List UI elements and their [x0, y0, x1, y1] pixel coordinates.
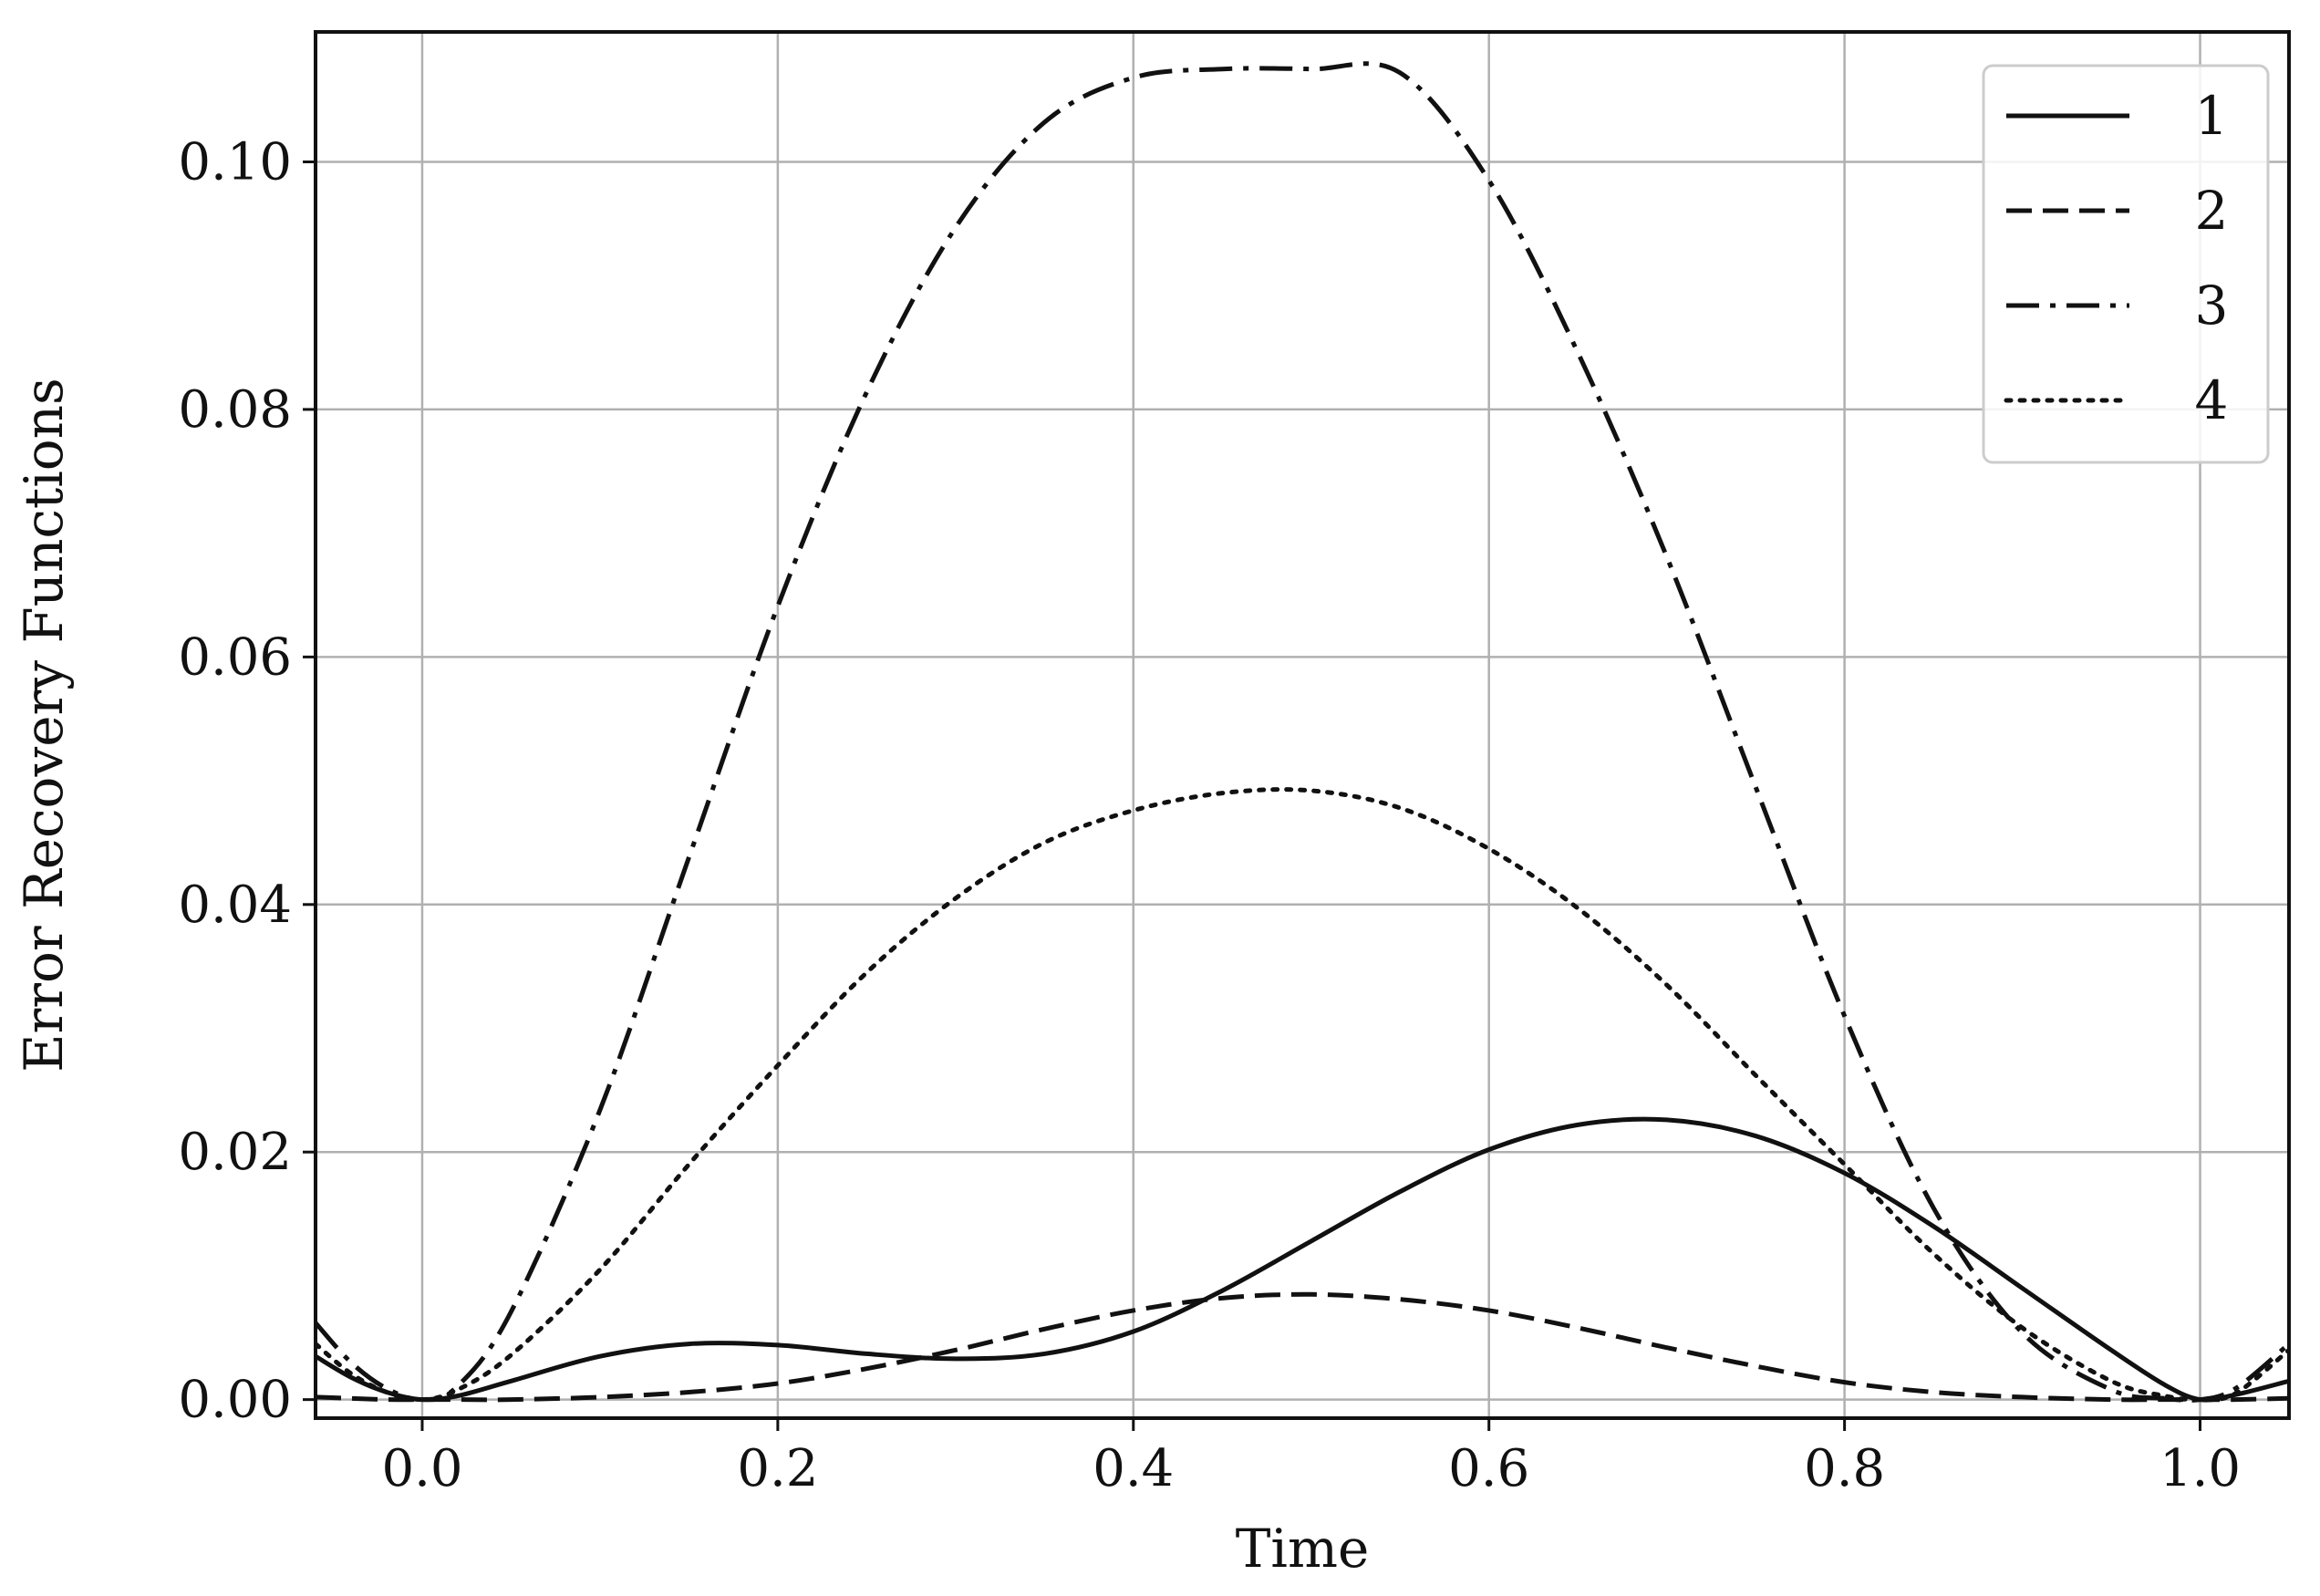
axis-ticks: 0.0 0.2 0.4 0.6 0.8 1.0 0.00 0.02 0.04 0.06 0.08 0.… — [178, 133, 2241, 1499]
series-line-3 — [316, 61, 2289, 1403]
series-line-2 — [316, 1291, 2289, 1403]
series-line-4 — [316, 787, 2289, 1403]
x-tick-label: 0.4 — [1093, 1439, 1174, 1498]
series-group — [316, 61, 2289, 1403]
series-line-1 — [316, 1116, 2289, 1403]
x-tick-label: 1.0 — [2159, 1439, 2241, 1498]
y-axis-title: Error Recovery Functions — [13, 378, 75, 1073]
legend: 1 2 3 4 — [1982, 64, 2270, 464]
legend-label-2: 2 — [2195, 180, 2229, 242]
x-tick-label: 0.2 — [737, 1439, 818, 1498]
y-tick-label: 0.08 — [178, 380, 292, 440]
legend-label-1: 1 — [2195, 85, 2229, 147]
x-tick-label: 0.0 — [381, 1439, 462, 1498]
y-tick-label: 0.04 — [178, 876, 292, 935]
x-axis-title: Time — [1236, 1518, 1370, 1580]
legend-label-3: 3 — [2195, 275, 2229, 337]
plot-frame — [314, 30, 2291, 1420]
y-tick-label: 0.02 — [178, 1123, 292, 1182]
x-tick-label: 0.6 — [1448, 1439, 1529, 1498]
legend-box — [1982, 64, 2270, 464]
grid — [316, 32, 2289, 1418]
y-tick-label: 0.06 — [178, 627, 292, 687]
y-tick-label: 0.10 — [178, 133, 292, 192]
x-tick-label: 0.8 — [1804, 1439, 1885, 1498]
y-tick-label: 0.00 — [178, 1371, 292, 1430]
legend-label-4: 4 — [2195, 369, 2229, 431]
